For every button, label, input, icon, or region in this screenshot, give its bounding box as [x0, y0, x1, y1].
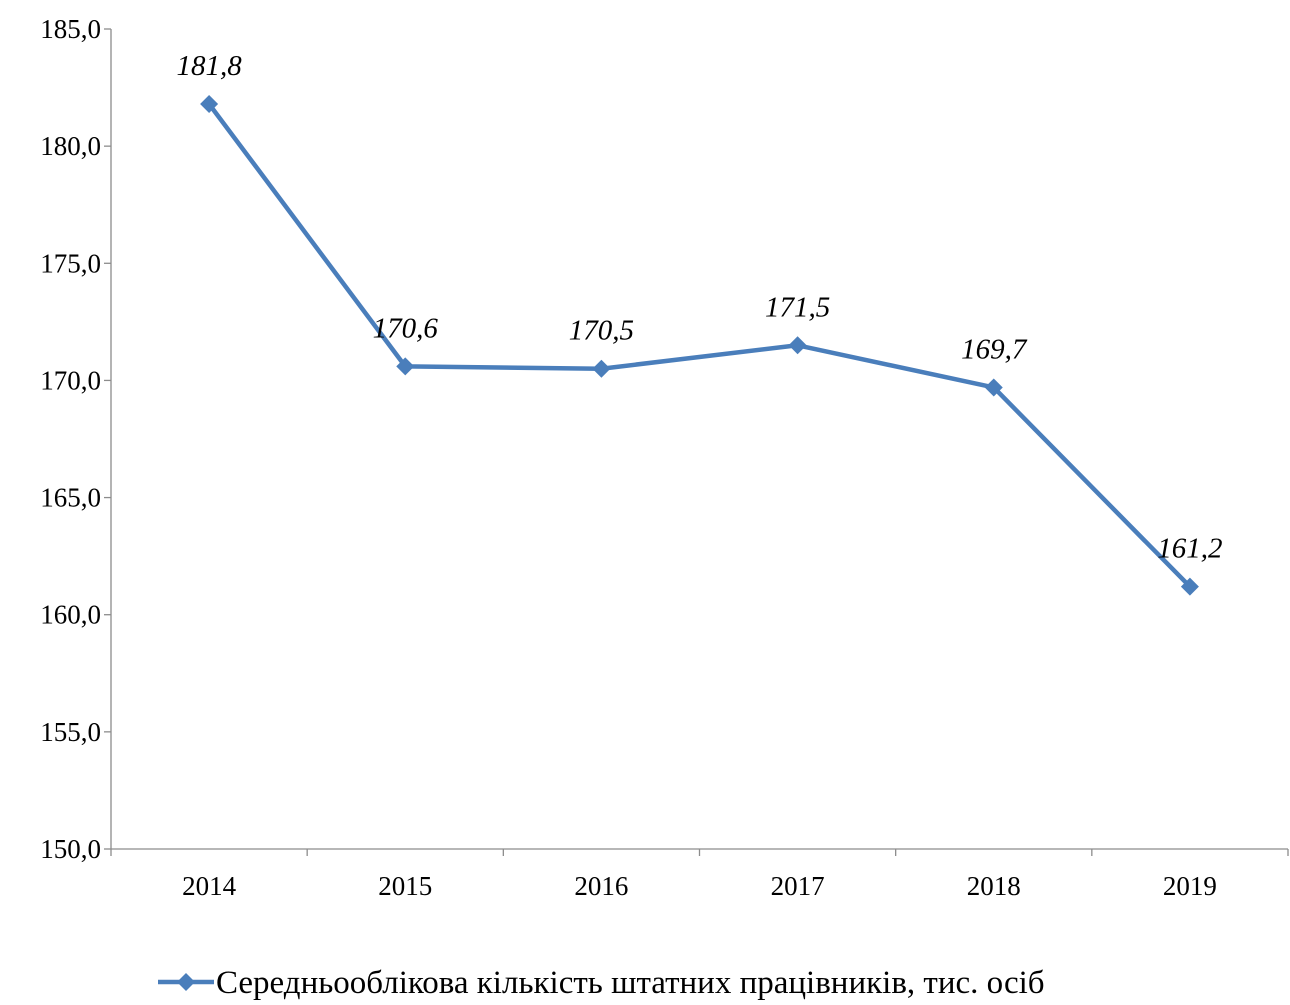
- y-tick-label: 185,0: [40, 14, 101, 44]
- data-value-label: 181,8: [176, 50, 242, 82]
- data-value-label: 170,5: [569, 315, 634, 347]
- y-tick-label: 150,0: [40, 834, 101, 864]
- data-point-marker: [592, 359, 611, 378]
- y-tick-label: 165,0: [40, 483, 101, 513]
- series-line: [207, 102, 1192, 589]
- legend-series-marker: [177, 973, 195, 991]
- data-value-label: 170,6: [373, 312, 439, 344]
- x-tick-label: 2016: [574, 871, 628, 901]
- y-tick-label: 160,0: [40, 600, 101, 630]
- series-layer: 181,8 170,6 170,5 171,5 169,7 161,2: [176, 50, 1223, 596]
- y-tick-label: 155,0: [40, 717, 101, 747]
- data-value-label: 161,2: [1157, 533, 1222, 565]
- y-tick-label: 170,0: [40, 365, 101, 395]
- data-point-marker: [1180, 577, 1199, 596]
- data-point-marker: [396, 357, 415, 376]
- legend-series-label: Середньооблікова кількість штатних праці…: [216, 965, 1045, 1001]
- y-tick-label: 175,0: [40, 248, 101, 278]
- y-axis-ticks: 150,0 155,0 160,0 165,0 170,0 175,0 180,0 185,0: [40, 14, 111, 864]
- x-axis-ticks: 2014 2015 2016 2017 2018 2019: [110, 849, 1289, 901]
- x-tick-label: 2019: [1163, 871, 1217, 901]
- data-point-marker: [788, 336, 807, 355]
- x-tick-label: 2018: [967, 871, 1021, 901]
- x-tick-label: 2015: [378, 871, 432, 901]
- data-point-marker: [200, 94, 219, 113]
- y-tick-label: 180,0: [40, 131, 101, 161]
- data-value-label: 171,5: [765, 291, 830, 323]
- x-tick-label: 2017: [771, 871, 825, 901]
- legend: Середньооблікова кількість штатних праці…: [158, 965, 1045, 1001]
- data-point-marker: [984, 378, 1003, 397]
- x-tick-label: 2014: [182, 871, 237, 901]
- data-value-label: 169,7: [961, 333, 1028, 365]
